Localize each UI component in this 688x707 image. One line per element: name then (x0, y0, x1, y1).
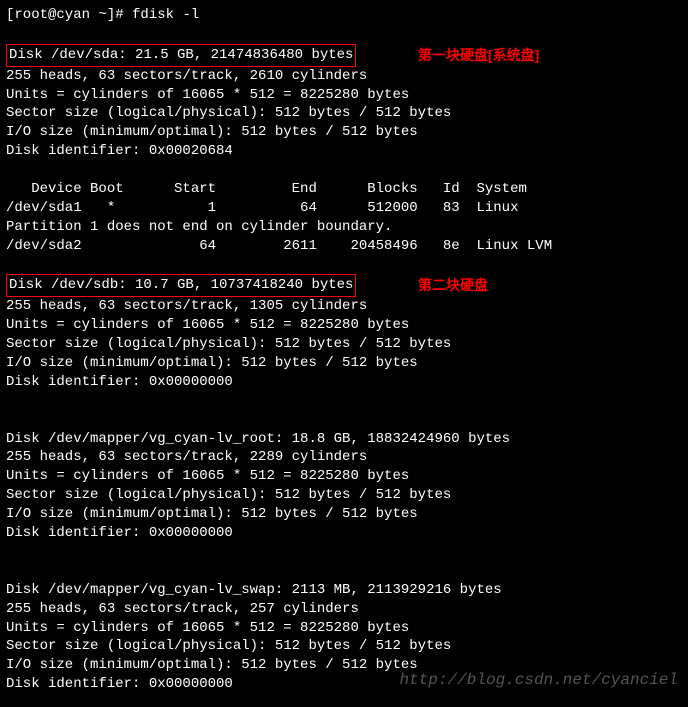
disk1-ident: Disk identifier: 0x00020684 (6, 142, 682, 161)
disk2-ident: Disk identifier: 0x00000000 (6, 373, 682, 392)
disk4-heads: 255 heads, 63 sectors/track, 257 cylinde… (6, 600, 682, 619)
disk2-header-line: Disk /dev/sdb: 10.7 GB, 10737418240 byte… (6, 274, 682, 297)
shell-prompt: [root@cyan ~]# (6, 7, 132, 23)
disk3-units: Units = cylinders of 16065 * 512 = 82252… (6, 467, 682, 486)
disk2-sector: Sector size (logical/physical): 512 byte… (6, 335, 682, 354)
disk3-ident: Disk identifier: 0x00000000 (6, 524, 682, 543)
disk4-sector: Sector size (logical/physical): 512 byte… (6, 637, 682, 656)
disk2-io: I/O size (minimum/optimal): 512 bytes / … (6, 354, 682, 373)
partition-header: Device Boot Start End Blocks Id System (6, 180, 682, 199)
command-text: fdisk -l (132, 7, 199, 23)
disk1-heads: 255 heads, 63 sectors/track, 2610 cylind… (6, 67, 682, 86)
disk3-header: Disk /dev/mapper/vg_cyan-lv_root: 18.8 G… (6, 430, 682, 449)
partition-row2: /dev/sda2 64 2611 20458496 8e Linux LVM (6, 237, 682, 256)
disk4-header: Disk /dev/mapper/vg_cyan-lv_swap: 2113 M… (6, 581, 682, 600)
partition-row1: /dev/sda1 * 1 64 512000 83 Linux (6, 199, 682, 218)
annotation-disk2: 第二块硬盘 (418, 276, 488, 295)
disk3-heads: 255 heads, 63 sectors/track, 2289 cylind… (6, 448, 682, 467)
disk1-sector: Sector size (logical/physical): 512 byte… (6, 104, 682, 123)
watermark-text: http://blog.csdn.net/cyanciel (400, 670, 678, 692)
annotation-disk1: 第一块硬盘[系统盘] (418, 46, 539, 65)
disk3-sector: Sector size (logical/physical): 512 byte… (6, 486, 682, 505)
disk1-header: Disk /dev/sda: 21.5 GB, 21474836480 byte… (6, 44, 356, 67)
partition-warn: Partition 1 does not end on cylinder bou… (6, 218, 682, 237)
disk4-units: Units = cylinders of 16065 * 512 = 82252… (6, 619, 682, 638)
prompt-line: [root@cyan ~]# fdisk -l (6, 6, 682, 25)
disk2-heads: 255 heads, 63 sectors/track, 1305 cylind… (6, 297, 682, 316)
disk2-units: Units = cylinders of 16065 * 512 = 82252… (6, 316, 682, 335)
disk1-io: I/O size (minimum/optimal): 512 bytes / … (6, 123, 682, 142)
disk1-header-line: Disk /dev/sda: 21.5 GB, 21474836480 byte… (6, 44, 682, 67)
disk2-header: Disk /dev/sdb: 10.7 GB, 10737418240 byte… (6, 274, 356, 297)
terminal-output: [root@cyan ~]# fdisk -l Disk /dev/sda: 2… (6, 6, 682, 694)
disk3-io: I/O size (minimum/optimal): 512 bytes / … (6, 505, 682, 524)
disk1-units: Units = cylinders of 16065 * 512 = 82252… (6, 86, 682, 105)
